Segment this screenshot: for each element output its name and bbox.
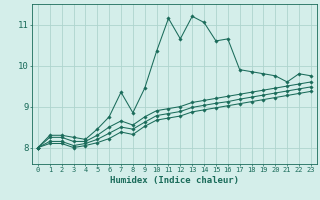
X-axis label: Humidex (Indice chaleur): Humidex (Indice chaleur)	[110, 176, 239, 185]
